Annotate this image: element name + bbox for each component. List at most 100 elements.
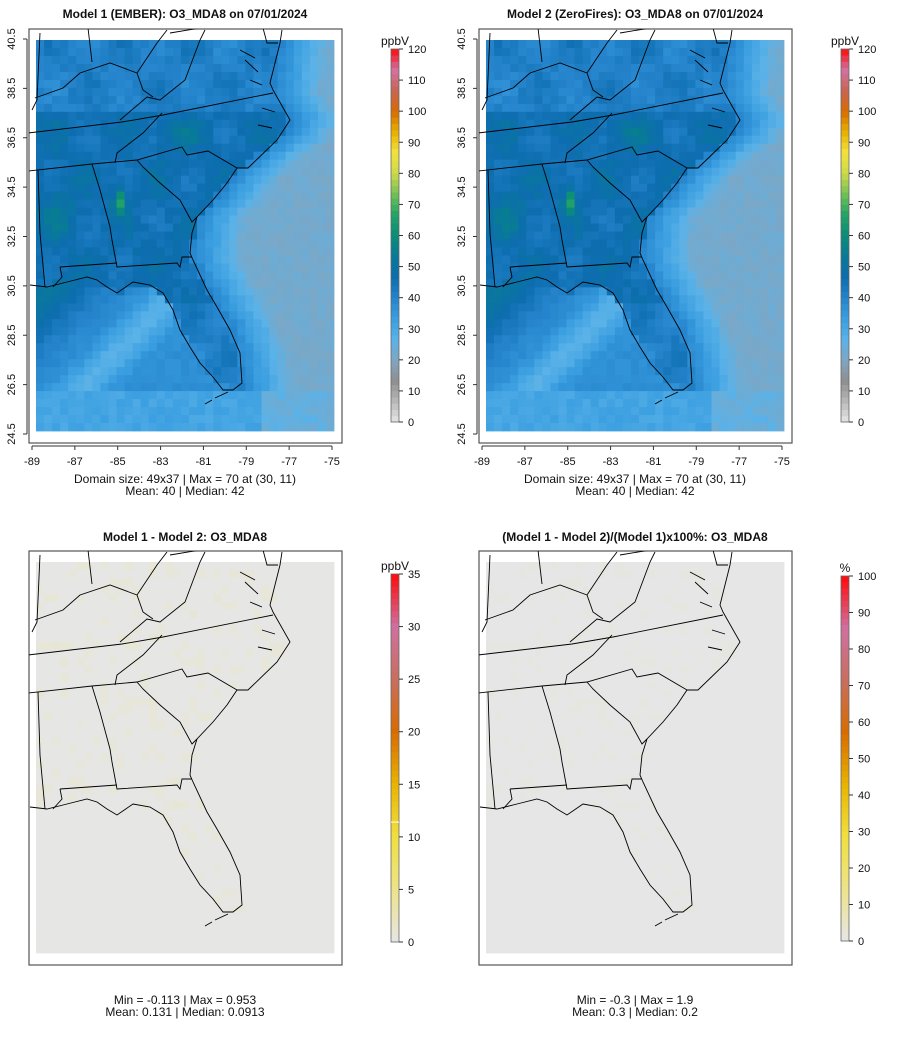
grid-cell	[671, 343, 679, 351]
grid-cell	[68, 642, 76, 650]
grid-cell	[189, 754, 197, 762]
grid-cell	[213, 367, 221, 375]
grid-cell	[534, 192, 542, 200]
grid-cell	[615, 208, 623, 216]
grid-cell	[117, 754, 125, 762]
grid-cell	[294, 777, 302, 785]
grid-cell	[575, 176, 583, 184]
grid-cell	[687, 224, 695, 232]
grid-cell	[237, 399, 245, 407]
grid-cell	[575, 232, 583, 240]
grid-cell	[776, 303, 784, 311]
grid-cell	[229, 200, 237, 208]
grid-cell	[679, 56, 687, 64]
grid-cell	[36, 706, 44, 714]
grid-cell	[712, 319, 720, 327]
grid-cell	[294, 415, 302, 423]
grid-cell	[270, 176, 278, 184]
grid-cell	[221, 738, 229, 746]
grid-cell	[149, 224, 157, 232]
colorbar-tick-label: 0	[408, 417, 414, 429]
grid-cell	[181, 415, 189, 423]
grid-cell	[752, 399, 760, 407]
grid-cell	[712, 200, 720, 208]
grid-cell	[278, 761, 286, 769]
grid-cell	[36, 271, 44, 279]
grid-cell	[310, 303, 318, 311]
grid-cell	[278, 160, 286, 168]
grid-cell	[44, 722, 52, 730]
grid-cell	[687, 40, 695, 48]
grid-cell	[173, 279, 181, 287]
grid-cell	[760, 40, 768, 48]
grid-cell	[776, 160, 784, 168]
grid-cell	[189, 303, 197, 311]
grid-cell	[639, 184, 647, 192]
grid-cell	[189, 722, 197, 730]
grid-cell	[133, 48, 141, 56]
grid-cell	[108, 399, 116, 407]
grid-cell	[125, 72, 133, 80]
grid-cell	[108, 120, 116, 128]
grid-cell	[744, 407, 752, 415]
grid-cell	[221, 335, 229, 343]
grid-cell	[526, 48, 534, 56]
grid-cell	[486, 112, 494, 120]
grid-cell	[189, 144, 197, 152]
grid-cell	[326, 160, 334, 168]
grid-cell	[125, 184, 133, 192]
grid-cell	[68, 303, 76, 311]
grid-cell	[615, 423, 623, 431]
grid-cell	[518, 200, 526, 208]
grid-cell	[157, 176, 165, 184]
grid-cell	[526, 232, 534, 240]
grid-cell	[125, 327, 133, 335]
grid-cell	[133, 666, 141, 674]
grid-cell	[262, 72, 270, 80]
grid-cell	[245, 666, 253, 674]
grid-cell	[494, 208, 502, 216]
grid-cell	[84, 602, 92, 610]
lon-tick-label: -75	[324, 456, 340, 468]
colorbar-segment	[841, 310, 849, 317]
grid-cell	[655, 128, 663, 136]
grid-cell	[502, 104, 510, 112]
grid-cell	[253, 367, 261, 375]
grid-cell	[117, 247, 125, 255]
grid-cell	[149, 359, 157, 367]
grid-cell	[695, 263, 703, 271]
grid-cell	[76, 682, 84, 690]
grid-cell	[591, 295, 599, 303]
grid-cell	[583, 192, 591, 200]
grid-cell	[575, 311, 583, 319]
lon-tick-label: -87	[67, 456, 83, 468]
grid-cell	[245, 311, 253, 319]
grid-cell	[720, 391, 728, 399]
grid-cell	[550, 104, 558, 112]
grid-cell	[173, 351, 181, 359]
grid-cell	[245, 761, 253, 769]
grid-cell	[494, 80, 502, 88]
grid-cell	[76, 618, 84, 626]
grid-cell	[302, 706, 310, 714]
grid-cell	[157, 351, 165, 359]
grid-cell	[639, 96, 647, 104]
grid-cell	[125, 128, 133, 136]
grid-cell	[60, 674, 68, 682]
grid-cell	[318, 152, 326, 160]
grid-cell	[302, 104, 310, 112]
grid-cell	[760, 407, 768, 415]
grid-cell	[189, 311, 197, 319]
grid-cell	[165, 761, 173, 769]
grid-cell	[100, 319, 108, 327]
grid-cell	[44, 359, 52, 367]
grid-cell	[237, 714, 245, 722]
grid-cell	[270, 682, 278, 690]
grid-cell	[278, 303, 286, 311]
grid-cell	[141, 343, 149, 351]
grid-cell	[294, 359, 302, 367]
colorbar-segment	[391, 173, 399, 180]
grid-cell	[262, 570, 270, 578]
grid-cell	[294, 255, 302, 263]
